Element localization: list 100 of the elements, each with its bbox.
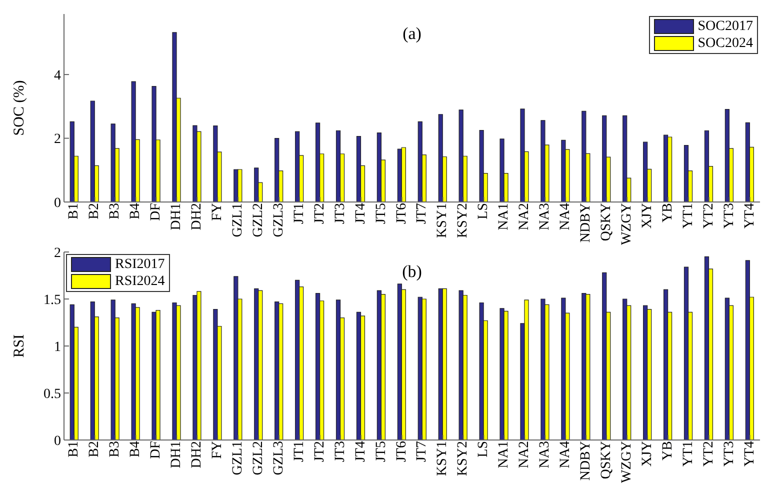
x-tick-label: JT2 [312,203,328,224]
x-tick-label: YT4 [742,441,758,467]
x-tick-label: NA4 [558,203,574,230]
x-tick-label: YT4 [742,203,758,229]
bar [540,120,546,202]
bar [401,147,406,202]
x-tick-label: B1 [66,441,82,458]
x-tick-label: JT6 [394,441,410,462]
y-tick-label: 4 [54,68,61,84]
bar [684,266,689,440]
x-tick-label: DH1 [169,441,184,468]
y-axis-title: SOC (%) [11,80,28,136]
bar [438,114,443,202]
x-tick-label: B3 [108,203,123,220]
x-tick-label: NA1 [496,441,512,468]
bar [479,130,484,202]
bar [70,121,74,202]
x-tick-label: JT2 [312,441,328,462]
x-tick-label: DF [148,202,164,221]
bar [315,122,320,202]
x-tick-label: B2 [87,203,102,220]
x-tick-label: NDBY [578,203,594,243]
x-tick-label: NA3 [538,441,553,468]
bar [418,121,422,202]
x-tick-label: B2 [87,441,102,458]
y-tick-label: 0.5 [44,386,61,402]
x-tick-label: B3 [108,441,123,458]
bar [582,110,586,202]
x-tick-label: JT5 [374,441,389,462]
bar [131,81,136,202]
bar [196,291,202,440]
x-tick-label: FY [210,203,226,221]
x-tick-label: NA2 [517,203,532,230]
bar [360,316,366,440]
x-tick-label: NDBY [578,441,594,481]
x-tick-label: GZL3 [271,203,286,238]
x-tick-label: NA1 [496,203,512,230]
y-tick-label: 2 [54,132,61,148]
legend-label: RSI2024 [115,274,165,290]
x-tick-label: GZL3 [271,441,286,476]
x-tick-label: JT7 [414,441,430,462]
x-tick-label: YT3 [722,203,737,229]
x-tick-label: JT5 [374,203,389,224]
x-tick-label: YB [660,203,676,222]
x-tick-label: YT1 [680,203,696,229]
annotation: (b) [402,262,422,281]
bar [479,302,484,440]
x-tick-label: XJY [640,203,655,229]
x-tick-label: KSY2 [456,441,471,476]
x-tick-label: NA3 [538,203,553,230]
bar [724,108,730,202]
bar [520,108,525,202]
bar [602,115,607,202]
x-tick-label: JT3 [332,441,348,462]
x-tick-label: YT2 [701,203,716,229]
bar [524,300,529,440]
bar [258,290,263,440]
x-tick-label: GZL2 [250,203,266,238]
y-tick-label: 1 [54,340,61,355]
x-tick-label: YB [660,441,676,460]
bar [238,169,242,202]
bar [586,294,590,440]
bar [172,32,177,202]
bar [643,142,648,202]
x-tick-label: JT6 [394,203,410,224]
bar [278,303,284,440]
x-tick-label: LS [476,441,492,458]
x-tick-label: DF [148,440,164,459]
bar [667,136,672,202]
bar [156,310,160,440]
x-tick-label: WZGY [619,441,634,483]
x-tick-label: KSY1 [435,203,450,238]
bar [176,305,181,440]
x-tick-label: GZL1 [230,441,246,476]
bar [213,309,218,440]
x-tick-label: NA2 [517,441,532,468]
legend-label: SOC2024 [698,36,753,52]
x-tick-label: B4 [128,441,144,458]
x-tick-label: LS [476,203,492,220]
bar [442,288,447,440]
x-tick-label: DH2 [190,441,205,468]
x-tick-label: JT7 [414,203,430,224]
bar [622,115,628,202]
bar [504,310,508,440]
legend-label: RSI2017 [115,256,165,272]
bar [274,138,280,202]
bar [458,110,464,202]
x-tick-label: QSKY [598,203,614,242]
bar [422,298,426,440]
x-tick-label: YT1 [680,441,696,467]
x-tick-label: WZGY [619,203,634,245]
x-tick-label: KSY2 [456,203,471,238]
x-tick-label: B4 [128,203,144,220]
legend-label: SOC2017 [698,18,753,34]
x-tick-label: JT3 [332,203,348,224]
x-tick-label: JT1 [292,203,307,224]
x-tick-label: FY [210,441,226,459]
y-tick-label: 0 [54,434,61,449]
x-tick-label: GZL2 [250,441,266,476]
x-tick-label: XJY [640,441,655,467]
